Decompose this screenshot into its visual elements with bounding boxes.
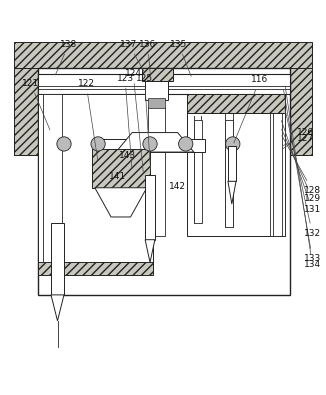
Text: 142: 142 [169, 182, 186, 191]
Bar [228, 146, 236, 181]
Bar [14, 131, 312, 155]
Text: 124: 124 [125, 69, 143, 172]
Text: 116: 116 [234, 75, 268, 143]
Polygon shape [95, 188, 147, 217]
Bar [14, 42, 312, 68]
Text: 132: 132 [284, 106, 321, 238]
Text: 143: 143 [119, 151, 136, 160]
Bar [38, 94, 153, 269]
Text: 123: 123 [116, 73, 134, 169]
Bar [145, 81, 168, 100]
Text: 135: 135 [170, 40, 191, 77]
Text: 137: 137 [120, 40, 144, 72]
Text: 141: 141 [109, 172, 126, 181]
Text: 128: 128 [282, 135, 321, 195]
Bar [148, 98, 165, 108]
Polygon shape [145, 240, 155, 262]
Bar [38, 68, 289, 295]
Text: 131: 131 [281, 120, 321, 214]
Text: 133: 133 [284, 90, 321, 263]
Text: 138: 138 [55, 40, 78, 75]
Text: 121: 121 [22, 79, 50, 130]
Text: 125: 125 [136, 73, 153, 169]
Polygon shape [51, 295, 64, 321]
Bar [145, 175, 155, 240]
Polygon shape [228, 181, 236, 204]
Bar [194, 120, 202, 224]
Bar [14, 68, 38, 155]
Bar [51, 224, 64, 295]
Bar [43, 94, 62, 262]
Circle shape [57, 137, 71, 151]
Circle shape [179, 137, 193, 151]
Bar [285, 68, 312, 155]
Bar [148, 107, 165, 237]
Bar [92, 149, 150, 188]
Circle shape [226, 137, 240, 151]
Bar [38, 74, 289, 94]
Text: 126: 126 [283, 128, 314, 149]
Polygon shape [187, 94, 285, 113]
Bar [98, 139, 205, 152]
Bar [270, 94, 285, 237]
Circle shape [91, 137, 105, 151]
Text: 136: 136 [139, 40, 156, 76]
Bar [225, 120, 233, 227]
Text: 127: 127 [283, 134, 314, 145]
Bar [38, 262, 153, 275]
Text: 122: 122 [78, 79, 98, 160]
Circle shape [143, 137, 157, 151]
Bar [142, 68, 173, 81]
Polygon shape [116, 133, 194, 152]
Text: 129: 129 [282, 129, 321, 203]
Bar [187, 113, 285, 237]
Text: 134: 134 [285, 86, 321, 269]
